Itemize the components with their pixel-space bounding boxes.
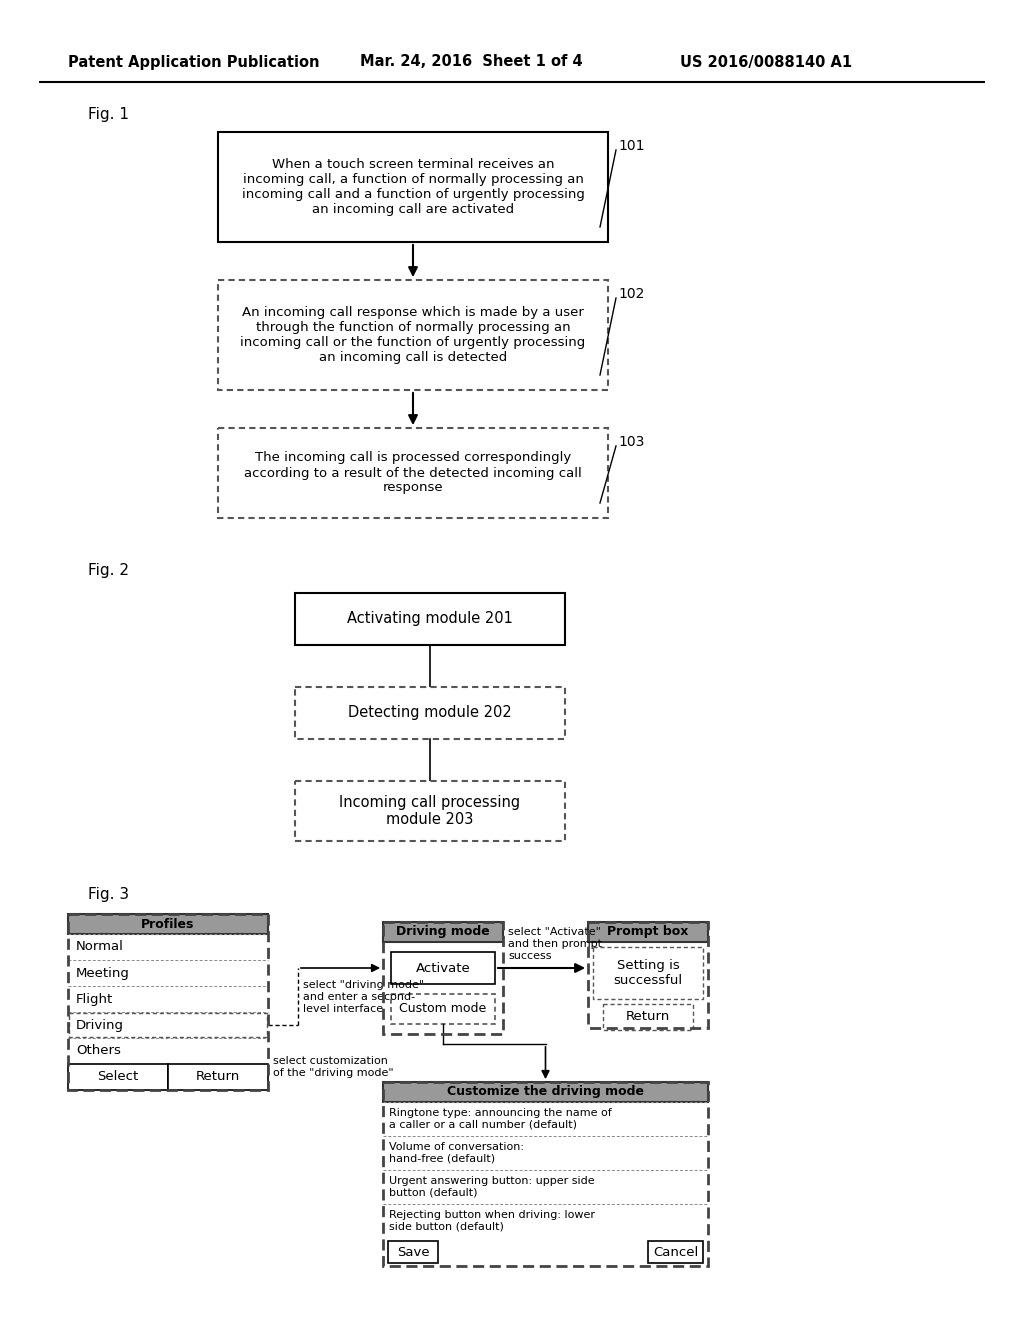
Text: Activating module 201: Activating module 201 xyxy=(347,611,513,627)
Text: Volume of conversation:
hand-free (default): Volume of conversation: hand-free (defau… xyxy=(389,1142,524,1164)
Text: 103: 103 xyxy=(618,436,644,449)
Text: 101: 101 xyxy=(618,139,644,153)
Text: Fig. 3: Fig. 3 xyxy=(88,887,129,902)
Text: Urgent answering button: upper side
button (default): Urgent answering button: upper side butt… xyxy=(389,1176,595,1197)
Text: Rejecting button when driving: lower
side button (default): Rejecting button when driving: lower sid… xyxy=(389,1210,595,1232)
Text: 102: 102 xyxy=(618,286,644,301)
Text: Select: Select xyxy=(97,1071,138,1084)
Text: Return: Return xyxy=(626,1011,670,1023)
Bar xyxy=(218,132,608,242)
Bar xyxy=(391,994,495,1024)
Text: Flight: Flight xyxy=(76,993,114,1006)
Bar xyxy=(69,1012,267,1038)
Text: Detecting module 202: Detecting module 202 xyxy=(348,705,512,721)
Text: Patent Application Publication: Patent Application Publication xyxy=(68,54,319,70)
Bar xyxy=(588,921,708,942)
Bar xyxy=(593,946,703,999)
Text: Customize the driving mode: Customize the driving mode xyxy=(447,1085,644,1098)
Bar xyxy=(383,1082,708,1266)
Text: Meeting: Meeting xyxy=(76,966,130,979)
Text: Driving: Driving xyxy=(76,1019,124,1031)
Bar xyxy=(603,1005,693,1030)
Text: Save: Save xyxy=(396,1246,429,1258)
Bar xyxy=(383,921,503,942)
Text: select "Activate"
and then prompt
success: select "Activate" and then prompt succes… xyxy=(508,928,602,961)
Text: US 2016/0088140 A1: US 2016/0088140 A1 xyxy=(680,54,852,70)
Bar xyxy=(383,921,503,1034)
Bar xyxy=(68,1064,168,1090)
Text: Fig. 2: Fig. 2 xyxy=(88,564,129,578)
Text: Setting is
successful: Setting is successful xyxy=(613,960,683,987)
Bar xyxy=(218,280,608,389)
Text: Fig. 1: Fig. 1 xyxy=(88,107,129,123)
Bar xyxy=(68,913,268,935)
Bar xyxy=(388,1241,438,1263)
Text: Others: Others xyxy=(76,1044,121,1057)
Text: Driving mode: Driving mode xyxy=(396,925,489,939)
Text: The incoming call is processed correspondingly
according to a result of the dete: The incoming call is processed correspon… xyxy=(244,451,582,495)
Bar xyxy=(295,686,565,739)
Text: An incoming call response which is made by a user
through the function of normal: An incoming call response which is made … xyxy=(241,306,586,364)
Text: Profiles: Profiles xyxy=(141,917,195,931)
Text: Normal: Normal xyxy=(76,940,124,953)
Bar xyxy=(168,1064,268,1090)
Bar xyxy=(295,593,565,645)
Text: Activate: Activate xyxy=(416,961,470,974)
Text: select customization
of the "driving mode": select customization of the "driving mod… xyxy=(273,1056,393,1078)
Bar xyxy=(648,1241,703,1263)
Text: Custom mode: Custom mode xyxy=(399,1002,486,1015)
Bar xyxy=(391,952,495,983)
Text: When a touch screen terminal receives an
incoming call, a function of normally p: When a touch screen terminal receives an… xyxy=(242,158,585,216)
Bar xyxy=(68,913,268,1090)
Bar xyxy=(383,1082,708,1102)
Text: Return: Return xyxy=(196,1071,240,1084)
Text: Incoming call processing
module 203: Incoming call processing module 203 xyxy=(339,795,520,828)
Bar xyxy=(588,921,708,1028)
Bar xyxy=(218,428,608,517)
Text: Cancel: Cancel xyxy=(653,1246,698,1258)
Text: select "driving mode"
and enter a second-
level interface: select "driving mode" and enter a second… xyxy=(303,981,424,1014)
Text: Mar. 24, 2016  Sheet 1 of 4: Mar. 24, 2016 Sheet 1 of 4 xyxy=(360,54,583,70)
Text: Prompt box: Prompt box xyxy=(607,925,689,939)
Bar xyxy=(295,781,565,841)
Text: Ringtone type: announcing the name of
a caller or a call number (default): Ringtone type: announcing the name of a … xyxy=(389,1109,611,1130)
